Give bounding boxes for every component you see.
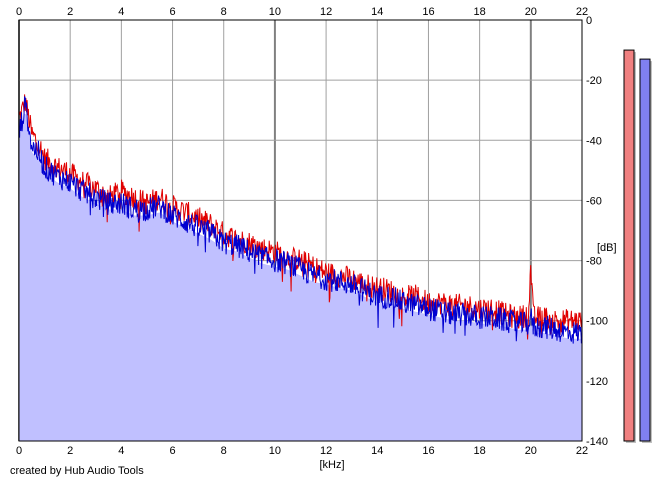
level-meters <box>623 49 652 443</box>
x-tick-label-top: 4 <box>118 6 124 18</box>
y-tick-label: -140 <box>586 436 608 448</box>
x-tick-labels-bottom: 0 2 4 6 8 10 12 14 16 18 20 22 <box>16 445 588 457</box>
x-tick-label-bottom: 10 <box>269 445 281 457</box>
y-tick-labels: 0 -20 -40 -60 -80 -100 -120 -140 <box>586 15 608 448</box>
footer-credit: created by Hub Audio Tools <box>10 465 144 477</box>
x-tick-label-top: 10 <box>269 6 281 18</box>
x-tick-label-bottom: 6 <box>169 445 175 457</box>
x-tick-label-bottom: 14 <box>371 445 383 457</box>
x-tick-label-top: 20 <box>525 6 537 18</box>
x-tick-label-top: 8 <box>221 6 227 18</box>
spectrum-lines <box>18 94 583 344</box>
y-tick-label: -100 <box>586 316 608 328</box>
series-line-blue <box>18 96 583 344</box>
meter-right <box>639 58 651 442</box>
y-tick-label: -60 <box>586 195 602 207</box>
y-tick-label: -80 <box>586 256 602 268</box>
spectrum-fill <box>19 113 582 442</box>
x-tick-label-top: 12 <box>320 6 332 18</box>
x-tick-label-bottom: 12 <box>320 445 332 457</box>
x-tick-label-top: 0 <box>16 6 22 18</box>
x-tick-label-top: 18 <box>474 6 486 18</box>
x-tick-label-bottom: 20 <box>525 445 537 457</box>
x-tick-label-bottom: 22 <box>576 445 588 457</box>
y-tick-label: -120 <box>586 376 608 388</box>
meter-left <box>623 49 635 442</box>
y-tick-label: 0 <box>586 15 592 27</box>
y-tick-label: -20 <box>586 75 602 87</box>
y-tick-label: -40 <box>586 135 602 147</box>
plot-border <box>18 19 583 442</box>
y-axis-title: [dB] <box>597 242 617 254</box>
x-tick-label-bottom: 16 <box>422 445 434 457</box>
x-tick-label-top: 2 <box>67 6 73 18</box>
x-tick-label-top: 14 <box>371 6 383 18</box>
x-axis-title: [kHz] <box>319 459 344 471</box>
x-tick-label-top: 6 <box>169 6 175 18</box>
x-tick-label-top: 22 <box>576 6 588 18</box>
x-tick-label-bottom: 4 <box>118 445 124 457</box>
x-tick-label-bottom: 8 <box>221 445 227 457</box>
spectrum-area <box>19 113 582 442</box>
x-tick-label-bottom: 18 <box>474 445 486 457</box>
x-tick-label-bottom: 2 <box>67 445 73 457</box>
x-tick-label-top: 16 <box>422 6 434 18</box>
x-tick-labels-top: 0 2 4 6 8 10 12 14 16 18 20 22 <box>16 6 588 18</box>
x-tick-label-bottom: 0 <box>16 445 22 457</box>
